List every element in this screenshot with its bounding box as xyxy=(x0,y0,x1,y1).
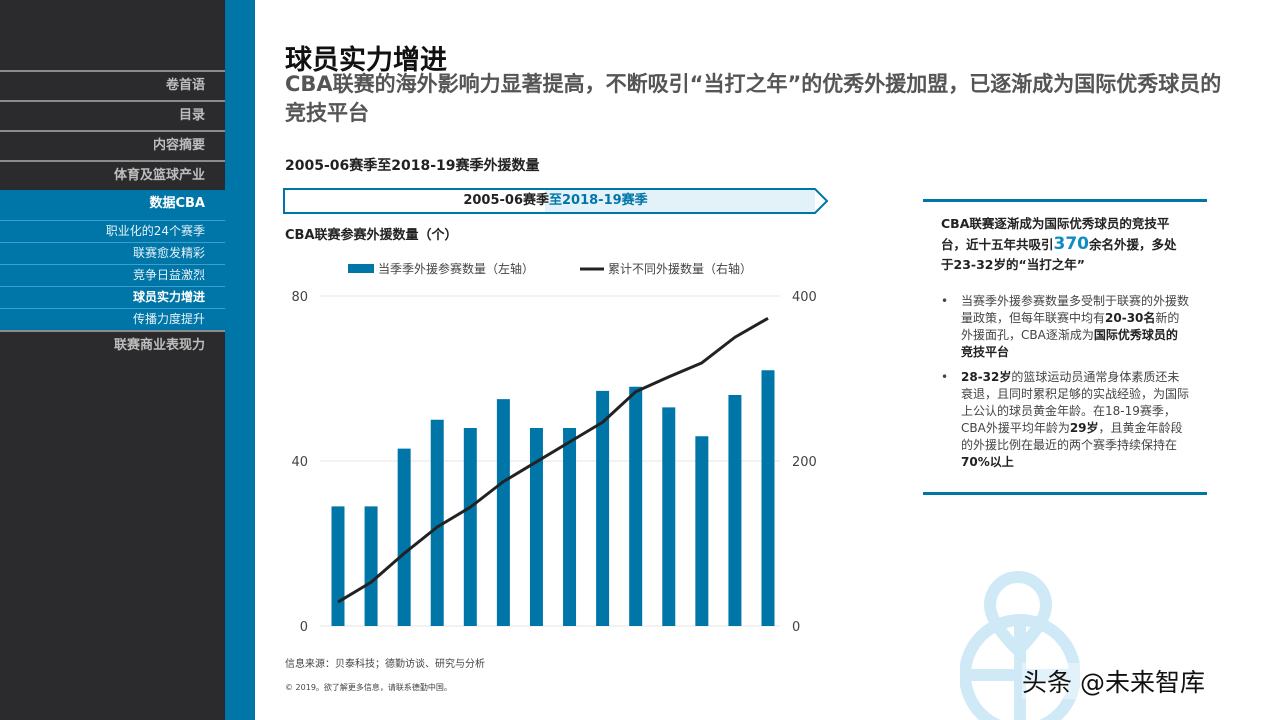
copyright: © 2019。欲了解更多信息，请联系德勤中国。 xyxy=(285,683,452,692)
bar xyxy=(529,428,543,626)
sidebar-item[interactable]: 目录 xyxy=(0,100,225,130)
bullet-text: 70%以上 xyxy=(961,455,1014,469)
sidebar-item[interactable]: 内容摘要 xyxy=(0,130,225,160)
bar xyxy=(364,506,378,626)
headline-text: 余名外援，多处于23-32岁的“当打之年” xyxy=(941,237,1177,272)
panel-headline: CBA联赛逐渐成为国际优秀球员的竞技平台，近十五年共吸引370余名外援，多处于2… xyxy=(941,214,1189,275)
legend-label: 累计不同外援数量（右轴） xyxy=(608,261,752,276)
bar xyxy=(629,386,643,626)
page-title: 球员实力增进 xyxy=(285,45,447,76)
sidebar-item[interactable]: 联赛商业表现力 xyxy=(0,330,225,360)
y-tick-label: 80 xyxy=(291,290,308,305)
bar xyxy=(331,506,345,626)
source-note: 信息来源：贝泰科技；德勤访谈、研究与分析 xyxy=(285,659,485,670)
sidebar-item[interactable]: 竞争日益激烈 xyxy=(0,264,225,286)
sidebar-item[interactable]: 联赛愈发精彩 xyxy=(0,242,225,264)
banner-arrow xyxy=(283,188,829,214)
bar xyxy=(728,395,742,626)
chart: 0 40 80 0 200 400 当季季外援参赛数量（左轴） 累计不同外援数量（右轴） xyxy=(291,261,817,635)
headline-number: 370 xyxy=(1053,234,1090,254)
bar xyxy=(596,390,610,626)
y2-tick-label: 200 xyxy=(792,455,817,470)
sidebar-item[interactable]: 数据CBA xyxy=(0,190,225,220)
bar xyxy=(463,428,477,626)
bullet-2: 28-32岁的篮球运动员通常身体素质还未衰退，且同时累积足够的实战经验，为国际上… xyxy=(941,369,1189,471)
y-tick-label: 40 xyxy=(291,455,308,470)
bar xyxy=(496,399,510,626)
bullet-text: 29岁 xyxy=(1069,421,1099,435)
sidebar-item[interactable]: 传播力度提升 xyxy=(0,308,225,330)
season-range-banner: 2005-06赛季至2018-19赛季 xyxy=(283,188,833,216)
sidebar xyxy=(0,0,225,720)
bullet-text: 20-30名 xyxy=(1105,311,1156,325)
y2-tick-label: 400 xyxy=(792,290,817,305)
insight-panel: CBA联赛逐渐成为国际优秀球员的竞技平台，近十五年共吸引370余名外援，多处于2… xyxy=(923,199,1207,495)
y-tick-label: 0 xyxy=(300,620,308,635)
bar xyxy=(397,448,411,626)
y2-tick-label: 0 xyxy=(792,620,800,635)
sidebar-item[interactable]: 卷首语 xyxy=(0,70,225,100)
banner-end: 至2018-19赛季 xyxy=(549,193,648,208)
legend-label: 当季季外援参赛数量（左轴） xyxy=(378,261,534,276)
bullet-1: 当赛季外援参赛数量多受制于联赛的外援数量政策，但每年联赛中均有20-30名新的外… xyxy=(941,293,1189,361)
sidebar-accent-strip xyxy=(225,0,255,720)
bullet-text: 国际优秀球员的竞技平台 xyxy=(961,328,1178,359)
chart-title: 2005-06赛季至2018-19赛季外援数量 xyxy=(285,158,540,174)
bullet-text: 当赛季外援参赛数量多受制于联赛的外援数量政策，但每年联赛中均有 xyxy=(961,294,1190,325)
chart-ylabel: CBA联赛参赛外援数量（个） xyxy=(285,228,458,243)
page-subtitle: CBA联赛的海外影响力显著提高，不断吸引“当打之年”的优秀外援加盟，已逐渐成为国… xyxy=(285,72,1222,125)
banner-start: 2005-06赛季 xyxy=(463,193,549,208)
globe-pin-icon xyxy=(960,571,1080,720)
bar xyxy=(695,436,709,626)
sidebar-item[interactable]: 体育及篮球产业 xyxy=(0,160,225,190)
bar xyxy=(761,370,775,626)
bullet-text: ，且黄金年龄段的外援比例在最近的两个赛季持续保持在 xyxy=(961,421,1183,452)
bullet-text: 的篮球运动员通常身体素质还未衰退，且同时累积足够的实战经验，为国际上公认的球员黄… xyxy=(961,370,1190,435)
watermark: 头条 @未来智库 xyxy=(1022,663,1205,699)
bullet-text: 28-32岁 xyxy=(961,370,1012,384)
legend-bar-swatch xyxy=(348,264,374,273)
cumulative-line xyxy=(337,316,769,604)
sidebar-item[interactable]: 职业化的24个赛季 xyxy=(0,220,225,242)
bar xyxy=(662,407,676,626)
bullet-text: 新的外援面孔，CBA逐渐成为 xyxy=(961,311,1180,342)
bar xyxy=(430,419,444,626)
bar xyxy=(563,428,577,626)
headline-text: CBA联赛逐渐成为国际优秀球员的竞技平台，近十五年共吸引 xyxy=(941,216,1170,252)
sidebar-item[interactable]: 球员实力增进 xyxy=(0,286,225,308)
